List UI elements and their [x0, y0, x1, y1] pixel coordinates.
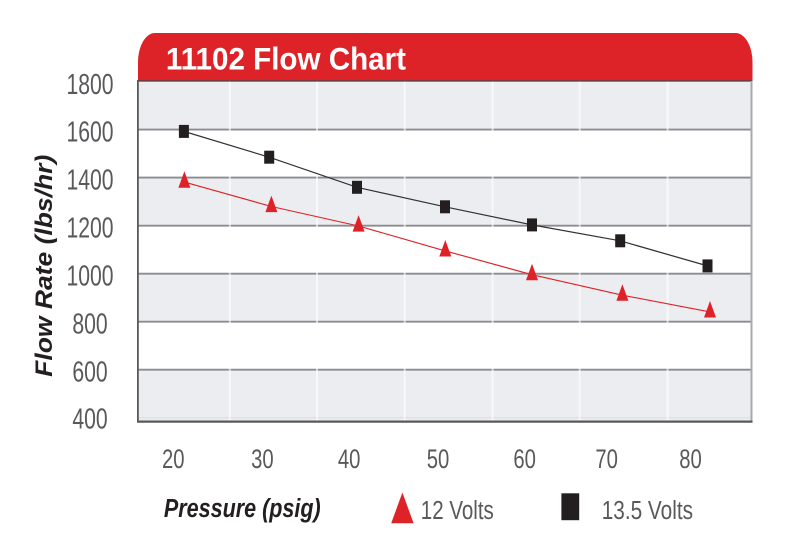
svg-text:600: 600 [72, 356, 107, 388]
svg-text:Flow Rate (lbs/hr): Flow Rate (lbs/hr) [31, 155, 57, 377]
svg-text:80: 80 [679, 444, 702, 475]
svg-text:Pressure (psig): Pressure (psig) [164, 495, 321, 523]
svg-text:30: 30 [251, 444, 274, 475]
svg-text:1400: 1400 [66, 164, 113, 196]
svg-text:800: 800 [72, 308, 107, 340]
svg-text:1600: 1600 [66, 116, 113, 148]
svg-text:1800: 1800 [66, 69, 113, 101]
svg-text:20: 20 [162, 444, 185, 475]
svg-text:1200: 1200 [66, 212, 113, 244]
svg-text:11102 Flow Chart: 11102 Flow Chart [166, 42, 406, 77]
svg-text:400: 400 [72, 403, 107, 435]
svg-text:70: 70 [595, 444, 618, 475]
svg-text:60: 60 [513, 444, 536, 475]
svg-text:1000: 1000 [66, 260, 113, 292]
svg-text:13.5 Volts: 13.5 Volts [602, 496, 693, 525]
svg-text:12 Volts: 12 Volts [421, 496, 494, 525]
svg-text:50: 50 [427, 444, 450, 475]
svg-text:40: 40 [338, 444, 361, 475]
